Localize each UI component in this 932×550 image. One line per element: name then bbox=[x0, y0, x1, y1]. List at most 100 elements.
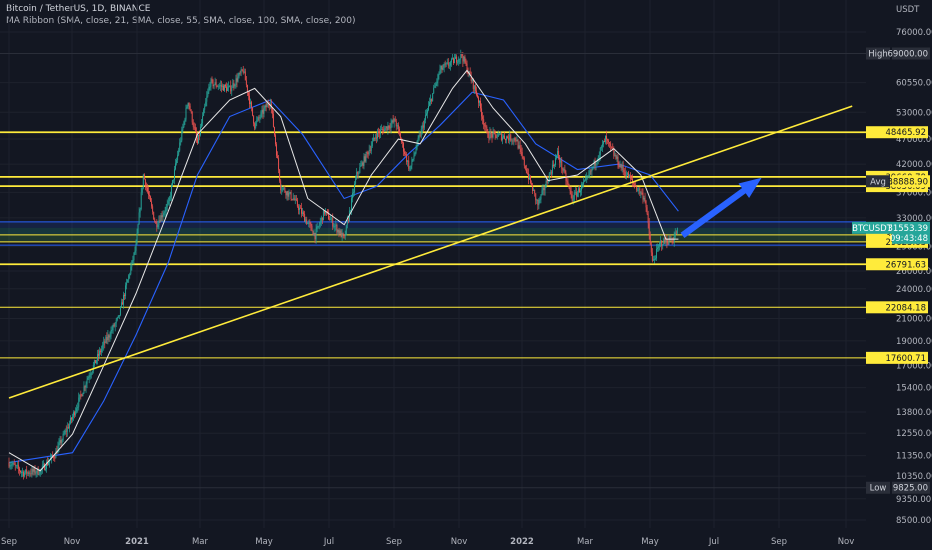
time-axis[interactable]: Sep Nov 2021 Mar May Jul Sep Nov 2022 Mar May Jul Se… bbox=[1, 537, 854, 547]
time-tick-label: Jul bbox=[323, 537, 334, 547]
candle-body bbox=[515, 140, 517, 142]
candle-body bbox=[498, 133, 500, 135]
candle-body bbox=[180, 140, 182, 143]
candle-body bbox=[538, 199, 540, 206]
trendline[interactable] bbox=[8, 105, 853, 399]
candle-body bbox=[59, 440, 61, 443]
candle-body bbox=[177, 154, 179, 161]
candle-body bbox=[507, 136, 509, 139]
candle-body bbox=[448, 65, 450, 67]
candle-body bbox=[336, 224, 338, 233]
candle-body bbox=[666, 239, 668, 244]
price-tick-label: 10350.00 bbox=[896, 472, 932, 482]
candle-body bbox=[382, 129, 384, 130]
candle-body bbox=[318, 224, 320, 227]
candle-body bbox=[198, 134, 199, 144]
candle-body bbox=[470, 75, 472, 81]
candle-body bbox=[468, 71, 470, 74]
candle-body bbox=[64, 430, 66, 434]
candle-body bbox=[259, 117, 261, 119]
price-tick-label: 13800.00 bbox=[896, 408, 932, 418]
candle-body bbox=[84, 386, 86, 388]
candle-body bbox=[333, 226, 335, 228]
candle-body bbox=[366, 152, 368, 154]
candle-body bbox=[601, 144, 603, 147]
candle-body bbox=[18, 468, 20, 471]
candle-body bbox=[228, 86, 230, 88]
candle-body bbox=[262, 109, 264, 114]
candle-body bbox=[469, 71, 471, 76]
candle-body bbox=[220, 85, 222, 87]
candle-body bbox=[102, 345, 104, 349]
price-tick-label: 60550.00 bbox=[896, 79, 932, 89]
candle-body bbox=[503, 135, 504, 138]
candle-body bbox=[67, 426, 69, 429]
candle-body bbox=[519, 145, 521, 149]
candle-body bbox=[139, 209, 141, 213]
candle-body bbox=[419, 135, 421, 137]
candle-body bbox=[237, 76, 239, 82]
candle-body bbox=[222, 85, 224, 91]
candle-body bbox=[459, 58, 461, 60]
candle-body bbox=[25, 469, 27, 473]
candle-body bbox=[21, 472, 22, 473]
ma-55-line bbox=[8, 91, 679, 464]
candle-body bbox=[485, 126, 487, 128]
candle-body bbox=[652, 259, 654, 261]
candle-body bbox=[610, 143, 612, 147]
candle-body bbox=[29, 473, 31, 475]
candle-body bbox=[624, 171, 626, 176]
time-tick-label: Mar bbox=[192, 537, 209, 547]
candle-body bbox=[417, 138, 419, 142]
candle-body bbox=[158, 220, 160, 225]
projection-arrow[interactable] bbox=[680, 177, 762, 238]
candle-body bbox=[474, 85, 476, 91]
candle-body bbox=[484, 124, 486, 127]
candle-body bbox=[632, 178, 633, 182]
candle-body bbox=[418, 135, 420, 139]
candle-body bbox=[368, 150, 370, 155]
candle-body bbox=[446, 62, 448, 64]
candle-body bbox=[603, 140, 605, 143]
candle-body bbox=[571, 194, 573, 201]
candle-body bbox=[379, 132, 381, 134]
candle-body bbox=[655, 258, 656, 260]
candle-body bbox=[647, 213, 649, 224]
candle-body bbox=[101, 348, 103, 353]
candle-body bbox=[622, 165, 624, 171]
candle-body bbox=[212, 80, 214, 87]
price-axis[interactable]: USDT 76000.00 60550.00 53000.00 47000.00 4200… bbox=[896, 5, 932, 526]
candle-body bbox=[42, 464, 44, 466]
candle-body bbox=[619, 164, 621, 168]
candle-body bbox=[494, 131, 496, 135]
candle-body bbox=[13, 463, 15, 465]
candle-body bbox=[581, 184, 582, 191]
candle-body bbox=[386, 126, 388, 131]
candle-body bbox=[476, 94, 478, 98]
candle-body bbox=[93, 360, 95, 365]
candle-body bbox=[217, 86, 219, 88]
candle-body bbox=[305, 219, 307, 222]
candle-body bbox=[268, 104, 270, 106]
price-tick-label: 12550.00 bbox=[896, 429, 932, 439]
candle-body bbox=[111, 330, 113, 331]
candle-body bbox=[185, 108, 187, 120]
candle-body bbox=[302, 212, 304, 214]
candle-body bbox=[52, 454, 54, 457]
candle-body bbox=[675, 232, 677, 234]
candle-body bbox=[545, 180, 547, 188]
time-tick-label: Mar bbox=[577, 537, 594, 547]
candle-body bbox=[117, 315, 119, 318]
candle-body bbox=[658, 246, 660, 248]
candle-body bbox=[61, 439, 63, 444]
price-tag-box bbox=[892, 221, 930, 244]
candle-body bbox=[27, 472, 29, 474]
candle-body bbox=[627, 172, 629, 179]
candle-body bbox=[516, 139, 518, 142]
candle-body bbox=[313, 233, 315, 236]
indicator-legend: MA Ribbon (SMA, close, 21, SMA, close, 5… bbox=[6, 16, 356, 26]
candle-body bbox=[290, 192, 292, 200]
level-tag-text: 48465.92 bbox=[885, 128, 926, 138]
candle-body bbox=[105, 336, 107, 343]
